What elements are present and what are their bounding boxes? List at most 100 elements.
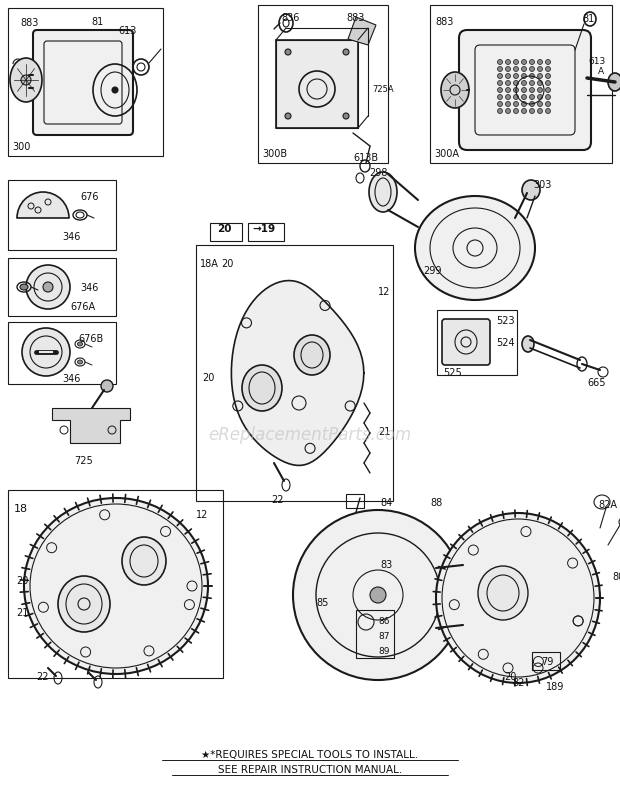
Ellipse shape xyxy=(505,88,510,92)
Ellipse shape xyxy=(513,109,518,114)
Ellipse shape xyxy=(478,566,528,620)
Text: 523: 523 xyxy=(496,316,515,326)
Text: 81: 81 xyxy=(91,17,104,27)
Ellipse shape xyxy=(505,80,510,85)
Text: 87: 87 xyxy=(378,632,389,641)
Ellipse shape xyxy=(529,59,534,65)
Text: 725A: 725A xyxy=(372,85,394,94)
Text: 613: 613 xyxy=(118,26,136,36)
Ellipse shape xyxy=(521,95,526,99)
Text: 82A: 82A xyxy=(598,500,617,510)
Bar xyxy=(8,490,223,678)
Ellipse shape xyxy=(497,80,502,85)
Ellipse shape xyxy=(529,80,534,85)
Ellipse shape xyxy=(546,88,551,92)
Text: 88: 88 xyxy=(430,498,442,508)
Bar xyxy=(356,610,394,658)
Text: A: A xyxy=(598,67,604,76)
Ellipse shape xyxy=(505,109,510,114)
Bar xyxy=(8,322,116,384)
Ellipse shape xyxy=(497,88,502,92)
Text: 346: 346 xyxy=(62,232,81,242)
Text: 836: 836 xyxy=(281,13,299,23)
Ellipse shape xyxy=(538,88,542,92)
Ellipse shape xyxy=(497,102,502,107)
Text: 21: 21 xyxy=(16,608,29,618)
Ellipse shape xyxy=(521,109,526,114)
Ellipse shape xyxy=(285,49,291,55)
Text: 883: 883 xyxy=(435,17,453,27)
Ellipse shape xyxy=(101,380,113,392)
Text: 300: 300 xyxy=(12,142,30,152)
Polygon shape xyxy=(348,17,376,45)
Ellipse shape xyxy=(415,196,535,300)
Ellipse shape xyxy=(370,587,386,603)
Ellipse shape xyxy=(521,66,526,72)
Text: SEE REPAIR INSTRUCTION MANUAL.: SEE REPAIR INSTRUCTION MANUAL. xyxy=(218,765,402,775)
Bar xyxy=(196,245,393,501)
Bar xyxy=(13,218,73,248)
Ellipse shape xyxy=(538,66,542,72)
Ellipse shape xyxy=(21,75,31,85)
Text: 84: 84 xyxy=(380,498,392,508)
Ellipse shape xyxy=(436,513,600,683)
Ellipse shape xyxy=(546,59,551,65)
Ellipse shape xyxy=(522,336,534,352)
Ellipse shape xyxy=(78,360,82,364)
FancyBboxPatch shape xyxy=(33,30,133,135)
Ellipse shape xyxy=(497,95,502,99)
Ellipse shape xyxy=(513,80,518,85)
Ellipse shape xyxy=(546,109,551,114)
Ellipse shape xyxy=(538,80,542,85)
Text: 80: 80 xyxy=(612,572,620,582)
Text: 12: 12 xyxy=(378,287,391,297)
Bar xyxy=(248,223,284,241)
Ellipse shape xyxy=(242,365,282,411)
Text: 189: 189 xyxy=(546,682,564,692)
Ellipse shape xyxy=(20,284,28,290)
Ellipse shape xyxy=(522,180,540,200)
Text: 86: 86 xyxy=(378,617,389,626)
Ellipse shape xyxy=(497,73,502,78)
Bar xyxy=(532,652,560,670)
Text: ★*REQUIRES SPECIAL TOOLS TO INSTALL.: ★*REQUIRES SPECIAL TOOLS TO INSTALL. xyxy=(202,750,418,760)
Text: 12: 12 xyxy=(196,510,208,520)
Text: 81: 81 xyxy=(582,14,594,24)
Text: 676A: 676A xyxy=(70,302,95,312)
Ellipse shape xyxy=(505,73,510,78)
Ellipse shape xyxy=(513,73,518,78)
Bar xyxy=(437,310,517,375)
Text: 89: 89 xyxy=(378,647,389,656)
Text: 22: 22 xyxy=(271,495,283,505)
Ellipse shape xyxy=(293,510,463,680)
Text: 21: 21 xyxy=(378,427,391,437)
Ellipse shape xyxy=(112,87,118,93)
Ellipse shape xyxy=(529,109,534,114)
Ellipse shape xyxy=(58,576,110,632)
Bar xyxy=(8,180,116,250)
Ellipse shape xyxy=(529,88,534,92)
Ellipse shape xyxy=(294,335,330,375)
Bar xyxy=(430,5,612,163)
Text: 346: 346 xyxy=(80,283,99,293)
Ellipse shape xyxy=(521,80,526,85)
Polygon shape xyxy=(276,40,358,128)
Text: 525: 525 xyxy=(443,368,462,378)
Ellipse shape xyxy=(546,95,551,99)
Ellipse shape xyxy=(538,95,542,99)
Text: 18: 18 xyxy=(14,504,28,514)
Ellipse shape xyxy=(24,498,208,674)
Ellipse shape xyxy=(529,102,534,107)
Text: 20: 20 xyxy=(504,672,516,682)
Ellipse shape xyxy=(546,102,551,107)
FancyBboxPatch shape xyxy=(442,319,490,365)
Bar xyxy=(210,223,242,241)
Text: 22: 22 xyxy=(36,672,48,682)
Text: 298: 298 xyxy=(369,168,388,178)
Text: 20: 20 xyxy=(221,259,233,269)
Ellipse shape xyxy=(513,66,518,72)
Bar xyxy=(346,494,364,508)
Ellipse shape xyxy=(513,88,518,92)
Ellipse shape xyxy=(538,73,542,78)
Ellipse shape xyxy=(343,113,349,119)
